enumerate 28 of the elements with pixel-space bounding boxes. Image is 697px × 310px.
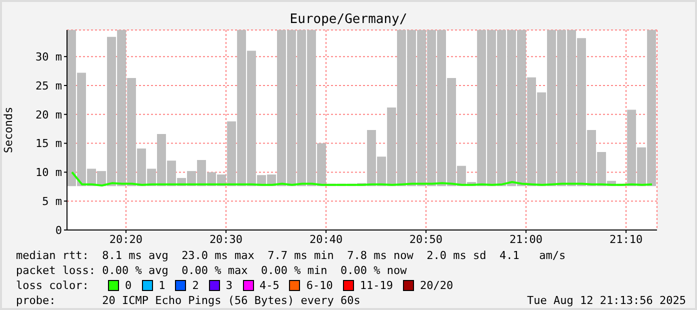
x-tick-label: 20:30 xyxy=(209,232,243,246)
text: Tue Aug 12 21:13:56 2025 xyxy=(527,293,686,308)
legend-title: loss color: xyxy=(16,278,90,293)
text: packet loss: 0.00 % avg 0.00 % max 0.00 % min 0.00 % now xyxy=(16,263,408,278)
legend-label: 0 xyxy=(124,278,132,293)
legend-label: 1 xyxy=(158,278,166,293)
y-tick-label: 20 m xyxy=(36,108,62,122)
y-tick-label: 10 m xyxy=(36,166,62,180)
x-tick-label: 21:00 xyxy=(509,232,543,246)
legend-label: 2 xyxy=(191,278,199,293)
legend-label: 20/20 xyxy=(419,278,454,293)
y-tick-label: 25 m xyxy=(36,79,62,92)
y-axis-title: Seconds xyxy=(2,106,15,154)
chart-title: Europe/Germany/ xyxy=(288,12,408,27)
text: median rtt: 8.1 ms avg 23.0 ms max 7.7 ms min 7.8 ms now 2.0 ms sd 4.1 am/s xyxy=(16,248,567,263)
x-tick-label: 20:50 xyxy=(409,232,443,246)
legend-label: 3 xyxy=(224,278,232,293)
y-tick-label: 0 xyxy=(55,224,62,237)
legend-label: 11-19 xyxy=(358,278,393,293)
legend-label: 6-10 xyxy=(305,278,333,293)
y-tick-label: 5 m xyxy=(42,195,62,208)
text: probe: 20 ICMP Echo Pings (56 Bytes) every 60s xyxy=(16,293,360,308)
x-tick-label: 20:40 xyxy=(309,232,343,246)
y-tick-label: 15 m xyxy=(36,137,62,150)
x-tick-label: 20:20 xyxy=(109,232,143,246)
legend-label: 4-5 xyxy=(258,278,280,293)
y-tick-label: 30 m xyxy=(36,50,62,64)
x-tick-label: 21:10 xyxy=(609,232,643,246)
